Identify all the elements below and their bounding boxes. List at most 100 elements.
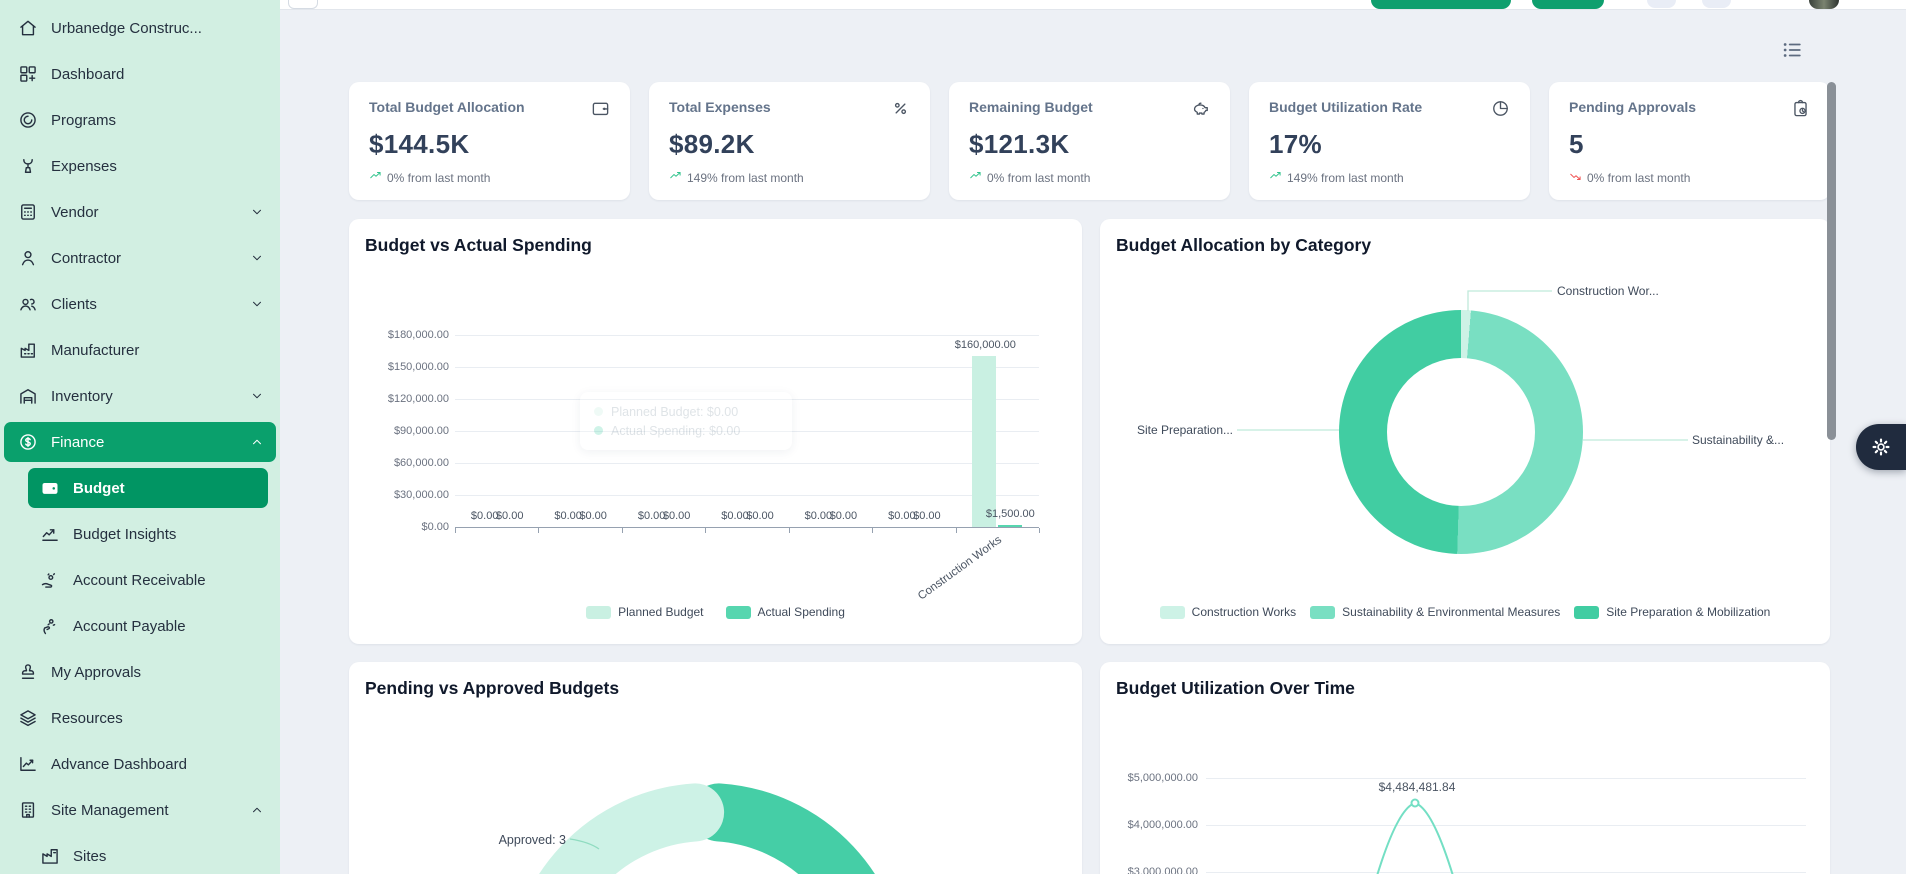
x-axis-tick [538,528,540,533]
legend-item-construction-works[interactable]: Construction Works [1159,605,1297,619]
piggy-bank-icon [1191,99,1210,123]
bar-planned-budget [972,356,997,527]
trend-up-icon [669,169,683,186]
sidebar-item-label: Resources [51,709,123,727]
layers-icon [18,708,38,728]
gear-icon [1872,438,1890,456]
series-dot [594,426,603,435]
y-axis-tick: $4,000,000.00 [1127,819,1198,831]
y-axis-tick: $120,000.00 [387,393,449,405]
pie-chart-icon [1491,99,1510,123]
legend-item-site-preparation-mobilization[interactable]: Site Preparation & Mobilization [1574,605,1770,619]
sidebar-item-site-management[interactable]: Site Management [0,790,280,830]
legend-label: Site Preparation & Mobilization [1606,605,1771,619]
sidebar-item-contractor[interactable]: Contractor [0,238,280,278]
sidebar-item-manufacturer[interactable]: Manufacturer [0,330,280,370]
kpi-trend: 149% from last month [1269,169,1510,186]
legend-label: Actual Spending [757,605,845,619]
list-view-button[interactable] [1773,32,1811,70]
sidebar-item-label: Finance [51,433,105,451]
sidebar-item-label: Vendor [51,203,99,221]
sidebar-item-clients[interactable]: Clients [0,284,280,324]
kpi-value: $89.2K [669,129,755,159]
bar-value-label: $1,500.00 [985,508,1035,521]
sidebar-item-advance-dashboard[interactable]: Advance Dashboard [0,744,280,784]
dashboard-icon [18,64,38,84]
tooltip-row: Actual Spending: $0.00 [594,421,778,440]
legend-item-actual-spending[interactable]: Actual Spending [725,605,845,619]
kpi-trend-text: 149% from last month [687,170,804,185]
sidebar-item-my-approvals[interactable]: My Approvals [0,652,280,692]
gridline [455,495,1039,496]
gridline [455,463,1039,464]
sidebar-item-label: Inventory [51,387,113,405]
sidebar-item-budget-insights[interactable]: Budget Insights [0,514,280,554]
sidebar-item-finance[interactable]: Finance [4,422,276,462]
scrollbar-thumb[interactable] [1827,82,1836,440]
expense-icon [891,99,910,123]
trend-down-icon [1569,169,1583,186]
bar-value-label: $160,000.00 [954,339,1016,352]
y-axis-tick: $5,000,000.00 [1127,772,1198,784]
sidebar-item-label: Account Payable [73,617,186,635]
gridline [455,367,1039,368]
bar-value-label: $0.00 [746,510,774,522]
chart-title: Budget Utilization Over Time [1116,678,1355,698]
kpi-trend: 0% from last month [369,169,610,186]
chart-tooltip: Planned Budget: $0.00 Actual Spending: $0… [580,392,792,450]
legend-item-planned-budget[interactable]: Planned Budget [586,605,704,619]
sidebar-item-urbanedge-construc[interactable]: Urbanedge Construc... [0,8,280,48]
sidebar-item-inventory[interactable]: Inventory [0,376,280,416]
tooltip-row: Planned Budget: $0.00 [594,402,778,421]
bar-value-label: $0.00 [913,510,941,522]
advance-dashboard-icon [18,754,38,774]
wallet-solid-icon [40,478,60,498]
sidebar-item-budget[interactable]: Budget [28,468,268,508]
sidebar-item-account-receivable[interactable]: Account Receivable [0,560,280,600]
bar-value-label: $0.00 [888,510,916,522]
kpi-card-remaining-budget: Remaining Budget $121.3K 0% from last mont… [949,82,1230,200]
sidebar-item-programs[interactable]: Programs [0,100,280,140]
sidebar-item-expenses[interactable]: Expenses [0,146,280,186]
chevron-down-icon [250,389,264,403]
kpi-title: Total Budget Allocation [369,99,525,115]
bar-value-label: $0.00 [470,510,499,522]
list-icon [1783,42,1801,57]
kpi-value: 17% [1269,129,1322,159]
legend-chip [586,605,612,619]
y-axis-tick: $60,000.00 [393,457,449,469]
bar-value-label: $0.00 [662,510,691,522]
home-icon [18,18,38,38]
legend-label: Construction Works [1191,605,1297,619]
header-primary-button[interactable] [1371,0,1511,9]
y-axis-tick: $30,000.00 [393,489,449,501]
kpi-trend-text: 0% from last month [987,170,1091,185]
sidebar-item-account-payable[interactable]: Account Payable [0,606,280,646]
factory-icon [40,846,60,866]
kpi-trend-text: 0% from last month [387,170,491,185]
user-avatar[interactable] [1809,0,1839,9]
header-secondary-button[interactable] [1532,0,1604,9]
sidebar-item-label: Advance Dashboard [51,755,187,773]
legend-item-sustainability-environmental-measures[interactable]: Sustainability & Environmental Measures [1310,605,1560,619]
sidebar-item-vendor[interactable]: Vendor [0,192,280,232]
header-collapse-button[interactable] [288,0,318,9]
sidebar-item-label: Dashboard [51,65,125,83]
header-icon-button-2[interactable] [1702,0,1731,8]
sidebar-item-resources[interactable]: Resources [0,698,280,738]
header-icon-button-1[interactable] [1647,0,1676,8]
vendor-icon [18,202,38,222]
sidebar-item-label: Budget [73,479,125,497]
sidebar-item-label: Sites [73,847,107,865]
bar-value-label: $0.00 [804,510,833,522]
gridline [1206,872,1806,873]
sidebar-item-dashboard[interactable]: Dashboard [0,54,280,94]
chevron-down-icon [250,205,264,219]
kpi-trend-text: 0% from last month [1587,170,1691,185]
kpi-value: $144.5K [369,129,470,159]
settings-gear-button[interactable] [1856,424,1906,470]
y-axis-tick: $90,000.00 [393,425,449,437]
donut-callout-label: Sustainability &... [1692,433,1785,447]
sidebar-item-sites[interactable]: Sites [0,836,280,874]
sidebar-item-label: Site Management [51,801,169,819]
